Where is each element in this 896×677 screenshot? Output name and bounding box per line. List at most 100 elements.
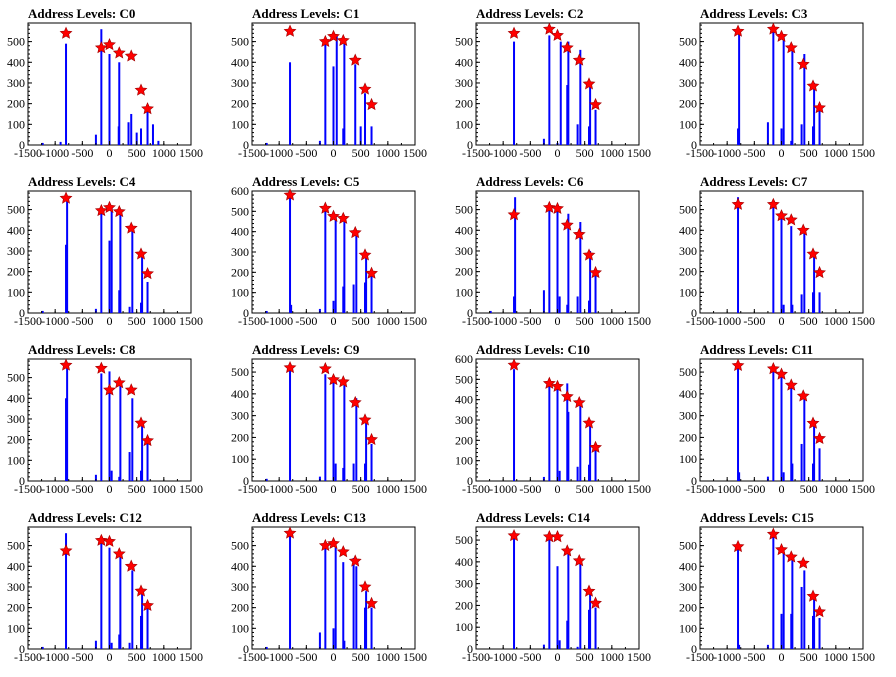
bar (289, 197, 292, 313)
bar (100, 543, 103, 649)
bar (566, 383, 569, 481)
peak-marker (365, 432, 378, 446)
peak-marker (112, 46, 126, 59)
chart-panel: Address Levels: C0-1500 -1000 -500 0 500 1000… (7, 6, 203, 160)
bar (324, 374, 327, 481)
peak-marker (806, 416, 820, 429)
y-tick-label: 300 (455, 413, 473, 427)
x-tick-label: 1500 (627, 314, 651, 328)
y-tick-label: 300 (455, 244, 473, 258)
y-tick-label: 300 (679, 76, 697, 90)
peak-marker (766, 197, 780, 210)
peak-marker (348, 554, 362, 567)
y-tick-label: 200 (455, 97, 473, 111)
y-tick-label: 400 (231, 559, 249, 573)
x-tick-label: 500 (800, 482, 818, 496)
x-tick-label: -500 (295, 482, 317, 496)
peak-marker (796, 223, 810, 236)
peak-marker (112, 547, 126, 560)
bar (66, 197, 69, 313)
peak-marker (94, 533, 108, 546)
bar (65, 398, 68, 481)
plot-frame (475, 22, 640, 146)
y-tick-label: 400 (679, 559, 697, 573)
y-tick-label: 100 (679, 621, 697, 635)
y-tick-label: 500 (455, 533, 473, 547)
peak-marker (775, 367, 788, 380)
x-tick-label: 1500 (627, 146, 651, 160)
x-tick-label: -1500 (686, 650, 714, 664)
bar (548, 383, 551, 481)
bar (772, 367, 775, 481)
bar (542, 290, 545, 313)
y-tick-label: 600 (231, 184, 249, 198)
x-tick-label: 0 (555, 146, 561, 160)
bar (566, 304, 569, 313)
bar (589, 590, 592, 649)
x-tick-label: -1000 (489, 482, 517, 496)
peak-marker (784, 550, 798, 563)
y-tick-label: 400 (7, 559, 25, 573)
x-tick-label: 1500 (179, 650, 203, 664)
bar (318, 308, 321, 313)
x-tick-label: 1500 (627, 482, 651, 496)
x-tick-label: -500 (743, 482, 765, 496)
y-tick-label: 600 (455, 352, 473, 366)
peak-marker (784, 213, 798, 226)
peak-marker (358, 82, 372, 95)
x-tick-label: -1500 (14, 650, 42, 664)
y-tick-label: 0 (19, 642, 25, 656)
bar (94, 474, 97, 481)
y-tick-label: 400 (231, 387, 249, 401)
y-tick-label: 200 (7, 601, 25, 615)
y-tick-label: 500 (679, 539, 697, 553)
y-tick-label: 500 (679, 365, 697, 379)
bar (131, 230, 134, 313)
x-tick-label: 500 (128, 482, 146, 496)
bar (343, 385, 346, 481)
x-tick-label: 0 (779, 650, 785, 664)
x-tick-label: 1000 (376, 482, 400, 496)
y-tick-label: 400 (679, 55, 697, 69)
chart-title: Address Levels: C2 (476, 6, 583, 21)
bar (566, 85, 569, 145)
bar (791, 558, 794, 649)
peak-marker (560, 218, 574, 231)
bar (812, 292, 815, 313)
y-tick-label: 0 (243, 474, 249, 488)
bar (65, 43, 68, 145)
x-tick-label: 1000 (824, 146, 848, 160)
bar (318, 632, 321, 649)
peak-marker (784, 41, 798, 54)
bar (110, 642, 113, 649)
peak-marker (94, 361, 108, 374)
y-tick-label: 100 (7, 117, 25, 131)
y-tick-label: 500 (455, 203, 473, 217)
peak-marker (582, 584, 596, 597)
peak-marker (560, 41, 574, 54)
bar (588, 464, 591, 481)
bar (782, 304, 785, 313)
y-tick-label: 300 (7, 244, 25, 258)
y-tick-label: 400 (455, 393, 473, 407)
bar (100, 29, 103, 146)
bar (772, 535, 775, 649)
bar (737, 128, 740, 145)
peak-marker (318, 34, 332, 48)
chart-panel: Address Levels: C15 -1500 -1000 -500 0 500 100… (679, 510, 875, 664)
y-tick-label: 200 (455, 598, 473, 612)
peak-marker (134, 584, 148, 597)
bar (738, 644, 741, 649)
peak-marker (507, 208, 521, 221)
y-tick-label: 400 (455, 223, 473, 237)
bar (588, 609, 591, 649)
peak-marker (766, 527, 780, 540)
bar (780, 376, 783, 481)
bar (594, 450, 597, 481)
bar (343, 640, 346, 649)
x-tick-label: 500 (576, 482, 594, 496)
peak-marker (141, 598, 154, 612)
bar (130, 113, 133, 145)
bar (579, 399, 582, 481)
peak-marker (507, 528, 521, 542)
